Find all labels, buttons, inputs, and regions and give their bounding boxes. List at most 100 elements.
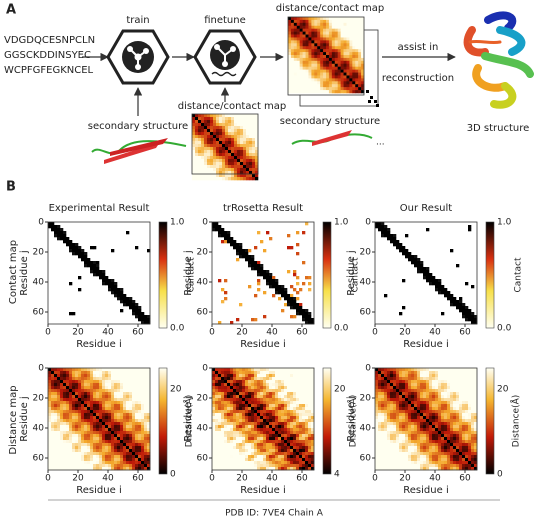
heatmap-cell (288, 22, 292, 27)
heatmap-cell (138, 413, 142, 417)
heatmap-cell (57, 452, 61, 456)
heatmap-cell (147, 443, 151, 447)
y-axis-label: Residue j (183, 396, 194, 441)
heatmap-cell (275, 467, 279, 471)
heatmap-cell (114, 422, 118, 426)
heatmap-cell (219, 150, 223, 154)
heatmap-cell (236, 249, 240, 253)
heatmap-cell (417, 392, 421, 396)
heatmap-cell (266, 380, 270, 384)
heatmap-cell (195, 168, 199, 172)
heatmap-cell (334, 57, 338, 62)
heatmap-cell (51, 455, 55, 459)
heatmap-cell (305, 422, 309, 426)
heatmap-cell (227, 434, 231, 438)
heatmap-cell (278, 464, 282, 468)
heatmap-cell (90, 431, 94, 435)
colorbar-tick-label: 0.0 (170, 324, 185, 334)
heatmap-cell (75, 431, 79, 435)
heatmap-cell (435, 425, 439, 429)
heatmap-cell (255, 120, 259, 124)
heatmap-cell (93, 273, 97, 277)
heatmap-cell (311, 55, 315, 59)
heatmap-cell (129, 449, 133, 453)
heatmap-cell (420, 395, 424, 399)
heatmap-cell (352, 28, 356, 32)
heatmap-cell (132, 440, 136, 444)
heatmap-cell (138, 461, 142, 465)
heatmap-cell (147, 398, 151, 402)
heatmap-cell (60, 395, 64, 399)
heatmap-cell (465, 401, 469, 405)
heatmap-cell (218, 389, 222, 393)
heatmap-cell (331, 69, 336, 73)
heatmap-cell (411, 255, 415, 259)
heatmap-cell (293, 440, 297, 444)
heatmap-cell (126, 407, 130, 411)
heatmap-cell (393, 392, 397, 396)
heatmap-cell (192, 153, 196, 157)
heatmap-cell (138, 404, 142, 408)
heatmap-cell (426, 410, 430, 414)
heatmap-cell (447, 395, 451, 399)
heatmap-cell (84, 413, 88, 417)
heatmap-cell (275, 431, 279, 435)
heatmap-cell (51, 446, 55, 450)
heatmap-cell (278, 401, 282, 405)
heatmap-cell (219, 162, 223, 166)
heatmap-cell (462, 404, 466, 408)
heatmap-cell (290, 395, 294, 399)
heatmap-cell (311, 377, 315, 381)
heatmap-cell (423, 389, 427, 393)
heatmap-cell (378, 425, 382, 429)
heatmap-cell (135, 395, 139, 399)
heatmap-cell (51, 377, 55, 381)
heatmap-cell (260, 467, 264, 471)
heatmap-cell (378, 386, 382, 390)
heatmap-cell (192, 126, 196, 130)
heatmap-cell (215, 428, 219, 432)
heatmap-cell (144, 416, 148, 420)
heatmap-cell (355, 75, 359, 79)
heatmap-cell (361, 37, 365, 41)
heatmap-cell (132, 303, 136, 307)
heatmap-cell (414, 434, 418, 438)
heatmap-cell (222, 150, 226, 154)
heatmap-cell (221, 371, 225, 375)
heatmap-cell (444, 434, 448, 438)
heatmap-cell (290, 300, 294, 304)
heatmap-cell (222, 141, 226, 145)
heatmap-cell (87, 389, 91, 393)
heatmap-cell (207, 177, 211, 181)
heatmap-cell (236, 431, 240, 435)
heatmap-cell (108, 389, 112, 393)
heatmap-cell (254, 383, 258, 387)
heatmap-cell (343, 63, 347, 67)
heatmap-cell (453, 431, 457, 435)
heatmap-cell (441, 398, 445, 402)
heatmap-cell (212, 425, 216, 429)
heatmap-cell (78, 288, 82, 292)
heatmap-cell (216, 171, 220, 175)
heatmap-cell (346, 69, 350, 73)
step-label: train (126, 15, 149, 26)
heatmap-cell (242, 392, 246, 396)
heatmap-cell (266, 279, 270, 283)
heatmap-cell (474, 386, 478, 390)
heatmap-cell (132, 431, 136, 435)
heatmap-cell (248, 428, 252, 432)
heatmap-cell (396, 440, 400, 444)
heatmap-cell (290, 303, 294, 307)
heatmap-cell (278, 455, 282, 459)
heatmap-cell (198, 135, 202, 139)
heatmap-cell (314, 22, 318, 27)
heatmap-cell (296, 60, 300, 65)
heatmap-cell (441, 312, 445, 316)
heatmap-cell (138, 398, 142, 402)
heatmap-cell (287, 431, 291, 435)
heatmap-cell (408, 395, 412, 399)
heatmap-cell (257, 231, 261, 235)
colorbar-label: Distance(Å) (183, 395, 195, 448)
heatmap-cell (326, 63, 330, 67)
heatmap-cell (299, 78, 303, 82)
